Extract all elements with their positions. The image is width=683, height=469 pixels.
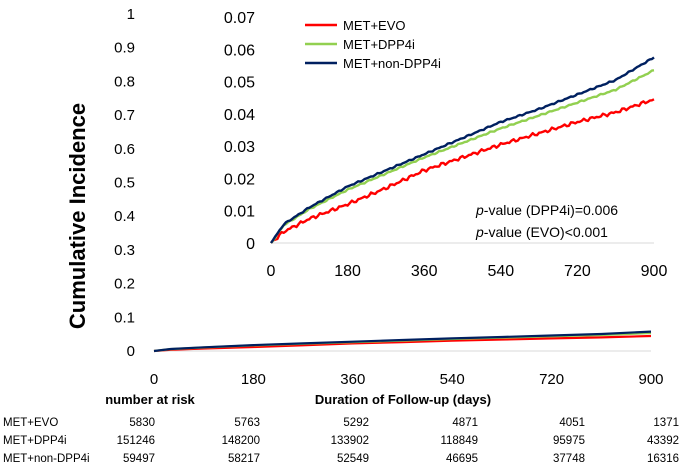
inset-y-tick-label: 0.07	[224, 10, 255, 27]
main-y-tick-label: 0.7	[114, 107, 135, 124]
main-series-line-met-non-dpp4i	[153, 330, 652, 353]
main-y-tick-label: 0.6	[114, 141, 135, 158]
main-x-tick-label: 720	[539, 371, 564, 388]
p-value-annotations: p-value (DPP4i)=0.006 p-value (EVO)<0.00…	[475, 202, 618, 240]
main-y-tick-label: 0	[127, 343, 135, 360]
risk-cell: 95975	[553, 435, 585, 447]
y-axis-label: Cumulative Incidence	[65, 103, 90, 329]
inset-x-tick-label: 900	[641, 263, 668, 280]
main-y-tick-label: 0.1	[114, 309, 135, 326]
main-axes: 0 0.1 0.2 0.3 0.4 0.5 0.6 0.7 0.8 0.9 1 0 180 360 540 7…	[114, 6, 663, 388]
inset-series-line-met-dpp4i	[270, 69, 655, 244]
risk-row-label-met-non-dpp4i: MET+non-DPP4i	[3, 453, 90, 465]
inset-y-tick-label: 0.06	[224, 42, 255, 59]
inset-y-tick-label: 0.04	[224, 107, 255, 124]
x-axis-label: Duration of Follow-up (days)	[315, 392, 491, 407]
risk-table: MET+EVO 5830 5763 5292 4871 4051 1371 MET+DPP4i…	[3, 417, 679, 465]
inset-x-tick-label: 360	[411, 263, 438, 280]
main-series-line-met-evo	[153, 334, 652, 353]
inset-y-tick-label: 0	[246, 236, 255, 253]
risk-cell: 1371	[653, 417, 679, 429]
main-x-tick-label: 900	[638, 371, 663, 388]
risk-cell: 43392	[647, 435, 679, 447]
main-x-tick-label: 360	[340, 371, 365, 388]
legend-label-met-evo: MET+EVO	[343, 18, 406, 33]
inset-series-line-met-non-dpp4i	[270, 56, 655, 244]
inset-y-tick-label: 0.05	[224, 75, 255, 92]
risk-cell: 5763	[234, 417, 260, 429]
risk-cell: 4051	[559, 417, 585, 429]
risk-cell: 5830	[129, 417, 155, 429]
risk-cell: 5292	[343, 417, 369, 429]
risk-cell: 58217	[228, 453, 260, 465]
main-lines	[153, 330, 652, 353]
inset-x-tick-label: 720	[564, 263, 591, 280]
risk-cell: 118849	[440, 435, 478, 447]
main-x-tick-label: 180	[241, 371, 266, 388]
risk-cell: 151246	[117, 435, 155, 447]
inset-y-tick-label: 0.01	[224, 204, 255, 221]
main-x-tick-label: 0	[150, 371, 158, 388]
risk-cell: 16316	[647, 453, 679, 465]
main-y-tick-label: 1	[127, 6, 135, 23]
risk-cell: 37748	[553, 453, 585, 465]
p-value-evo: p-value (EVO)<0.001	[475, 224, 608, 240]
inset-x-tick-label: 540	[487, 263, 514, 280]
main-y-tick-label: 0.9	[114, 40, 135, 57]
risk-table-title: number at risk	[105, 392, 195, 407]
main-y-tick-label: 0.8	[114, 73, 135, 90]
risk-cell: 46695	[446, 453, 478, 465]
risk-row-label-met-evo: MET+EVO	[3, 417, 58, 429]
legend: MET+EVO MET+DPP4i MET+non-DPP4i	[305, 18, 441, 71]
risk-cell: 52549	[337, 453, 369, 465]
risk-cell: 133902	[331, 435, 369, 447]
p-value-dpp4i: p-value (DPP4i)=0.006	[475, 202, 618, 218]
risk-cell: 148200	[222, 435, 260, 447]
risk-cell: 59497	[123, 453, 155, 465]
inset-y-tick-label: 0.02	[224, 171, 255, 188]
legend-label-met-dpp4i: MET+DPP4i	[343, 37, 415, 52]
inset-lines	[270, 56, 655, 244]
main-y-tick-label: 0.3	[114, 242, 135, 259]
risk-row-label-met-dpp4i: MET+DPP4i	[3, 435, 67, 447]
inset-series-line-met-evo	[270, 98, 655, 244]
main-x-tick-label: 540	[440, 371, 465, 388]
inset-x-tick-label: 0	[267, 263, 276, 280]
main-y-tick-label: 0.5	[114, 175, 135, 192]
inset-y-tick-label: 0.03	[224, 139, 255, 156]
risk-cell: 4871	[452, 417, 478, 429]
main-y-tick-label: 0.4	[114, 208, 135, 225]
inset-x-tick-label: 180	[334, 263, 361, 280]
inset-axes: 0 0.01 0.02 0.03 0.04 0.05 0.06 0.07 0 180 360 540 7…	[224, 10, 668, 280]
legend-label-met-non-dpp4i: MET+non-DPP4i	[343, 56, 441, 71]
main-y-tick-label: 0.2	[114, 276, 135, 293]
